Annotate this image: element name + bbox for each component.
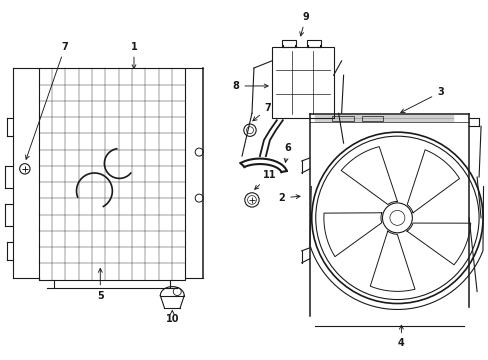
Text: 6: 6 [284, 143, 291, 162]
Text: 3: 3 [400, 87, 443, 113]
Text: 1: 1 [130, 41, 137, 69]
Text: 11: 11 [254, 170, 276, 189]
Text: 7: 7 [252, 103, 271, 121]
Text: 5: 5 [97, 269, 103, 301]
Text: 10: 10 [165, 311, 179, 324]
Text: 4: 4 [397, 325, 404, 348]
Bar [271, 46, 333, 118]
Text: 2: 2 [278, 193, 299, 203]
Text: 7: 7 [25, 41, 68, 159]
Bar [361, 116, 383, 121]
Bar [331, 116, 353, 121]
Text: 8: 8 [232, 81, 267, 91]
Bar [281, 40, 295, 46]
Bar [39, 68, 185, 280]
Text: 9: 9 [299, 12, 308, 36]
Bar [306, 40, 320, 46]
